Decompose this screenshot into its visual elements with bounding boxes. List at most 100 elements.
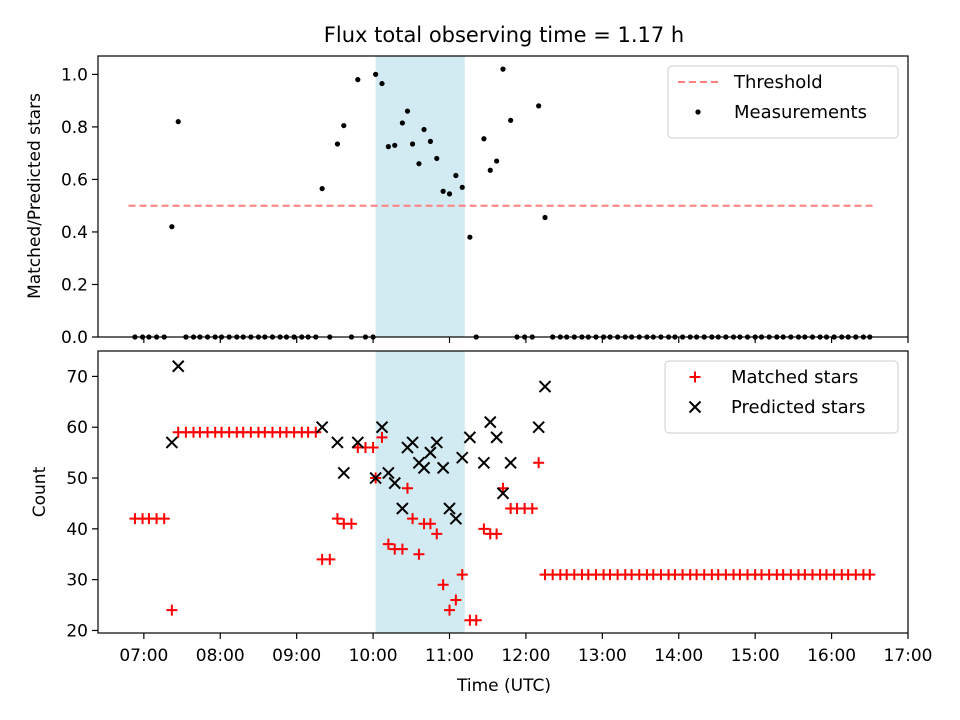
bottom-x-tick-label: 07:00 [119, 646, 168, 666]
bottom-series1-point [484, 415, 497, 429]
bottom-series0-point [526, 503, 538, 515]
bottom-x-tick-label: 11:00 [425, 646, 474, 666]
bottom-x-tick-label: 15:00 [731, 646, 780, 666]
bottom-x-tick-label: 12:00 [501, 646, 550, 666]
top-series0-point [421, 126, 427, 133]
top-series0-point [542, 214, 548, 221]
top-series0-point [373, 71, 379, 77]
bottom-series0-point [478, 523, 490, 535]
bottom-y-tick-label: 20 [66, 621, 88, 641]
top-series0-point [175, 119, 181, 125]
bottom-series1-point [449, 512, 463, 525]
top-legend-threshold-label: Threshold [733, 72, 823, 93]
bottom-y-tick-label: 30 [66, 571, 88, 591]
bottom-series0-point [413, 548, 425, 560]
top-legend [667, 65, 899, 139]
bottom-series1-point [406, 436, 419, 449]
top-series0-point [409, 141, 416, 147]
bottom-x-tick-label: 09:00 [272, 646, 321, 666]
top-series0-point [536, 103, 542, 109]
bottom-series0-point [424, 518, 436, 530]
x-axis-label: Time (UTC) [456, 676, 551, 696]
bottom-series0-point [431, 528, 443, 540]
bottom-series1-point [477, 456, 491, 469]
top-y-tick-label: 0.0 [61, 328, 88, 348]
top-panel: 0.0 0.2 0.4 0.6 0.8 1.0 Threshold Measurements [61, 55, 909, 348]
top-legend-swatch-0 [695, 109, 701, 115]
bottom-y-axis-label: Count [30, 466, 50, 517]
bottom-series1-point [331, 436, 344, 449]
bottom-series0-point [376, 431, 388, 443]
bottom-series0-point [491, 528, 503, 540]
bottom-series0-point [401, 482, 413, 494]
top-series0-point [508, 117, 514, 123]
bottom-x-tick-label: 16:00 [807, 646, 856, 666]
bottom-x-tick-label: 14:00 [654, 646, 703, 666]
bottom-series1-point [504, 456, 517, 469]
bottom-series0-point [310, 426, 322, 438]
top-series0-point [334, 141, 341, 147]
bottom-series0-point [470, 614, 482, 626]
bottom-series1-point [388, 476, 401, 490]
top-y-axis-label: Matched/Predicted stars [25, 93, 45, 299]
top-series0-point [440, 188, 446, 194]
bottom-series1-point [496, 487, 510, 500]
bottom-series1-point [430, 436, 443, 449]
bottom-series0-point [450, 594, 462, 606]
top-series0-point [341, 122, 347, 129]
bottom-legend-label-1: Predicted stars [731, 397, 865, 418]
bottom-series0-point [166, 604, 178, 616]
bottom-series0-point [437, 579, 449, 591]
bottom-series1-point [490, 431, 503, 444]
top-series0-point [404, 108, 411, 114]
top-series0-point [494, 158, 500, 164]
top-series0-point [481, 136, 487, 142]
top-series0-point [453, 172, 459, 179]
top-plot-frame [97, 55, 909, 338]
bottom-series1-point [463, 431, 477, 444]
bottom-series1-point [172, 360, 185, 373]
bottom-series1-point [375, 421, 389, 434]
bottom-series0-point [367, 442, 379, 454]
top-series0-point [500, 66, 506, 72]
top-y-tick-label: 1.0 [61, 65, 88, 85]
top-legend-label-0: Measurements [734, 102, 867, 123]
bottom-series0-point [382, 538, 394, 550]
bottom-legend [664, 360, 899, 434]
bottom-x-tick-label: 10:00 [349, 646, 398, 666]
top-y-tick-label: 0.2 [61, 275, 88, 295]
bottom-y-tick-label: 70 [66, 367, 88, 387]
bottom-y-tick-label: 50 [66, 469, 88, 489]
bottom-x-tick-label: 08:00 [196, 646, 245, 666]
bottom-series1-point [443, 502, 456, 515]
top-series0-point [434, 155, 440, 162]
bottom-series1-point [351, 436, 365, 449]
bottom-series1-point [396, 502, 409, 515]
bottom-series0-point [345, 518, 357, 530]
bottom-legend-label-0: Matched stars [731, 367, 858, 388]
top-series0-point [379, 80, 385, 87]
bottom-x-tick-label: 13:00 [578, 646, 627, 666]
bottom-legend-swatch-1 [688, 400, 702, 414]
bottom-series1-point [369, 471, 382, 485]
top-series0-point [427, 138, 434, 144]
bottom-series0-point [331, 513, 343, 525]
top-y-tick-label: 0.6 [61, 170, 88, 190]
bottom-series1-point [436, 461, 450, 475]
bottom-series1-point [315, 421, 329, 434]
bottom-x-tick-label: 17:00 [884, 646, 933, 666]
bottom-series0-point [158, 513, 170, 525]
bottom-series0-point [456, 569, 468, 581]
bottom-series1-point [424, 446, 437, 459]
top-series0-point [446, 191, 453, 197]
top-series0-point [416, 161, 422, 167]
bottom-series1-point [382, 466, 395, 480]
top-series0-point [392, 142, 398, 148]
bottom-series0-point [444, 604, 456, 616]
bottom-observing-span [375, 351, 465, 633]
bottom-series1-point [165, 436, 179, 449]
bottom-series0-point [324, 553, 336, 565]
bottom-series0-point [497, 482, 509, 494]
top-series0-point [169, 224, 175, 230]
